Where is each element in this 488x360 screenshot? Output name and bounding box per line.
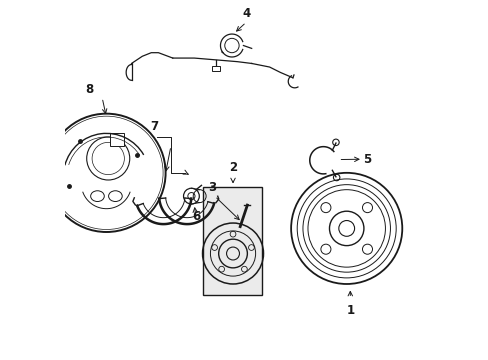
FancyBboxPatch shape: [110, 134, 124, 146]
Text: 4: 4: [242, 8, 250, 21]
Text: 7: 7: [150, 120, 158, 134]
Bar: [211, 66, 220, 71]
Ellipse shape: [108, 191, 122, 202]
Text: 6: 6: [192, 210, 200, 223]
Text: 5: 5: [363, 153, 371, 166]
Text: 3: 3: [208, 181, 216, 194]
Text: 1: 1: [346, 304, 354, 317]
Text: 8: 8: [85, 83, 94, 96]
Bar: [203, 187, 262, 295]
Text: 2: 2: [228, 161, 237, 174]
Ellipse shape: [90, 191, 104, 202]
